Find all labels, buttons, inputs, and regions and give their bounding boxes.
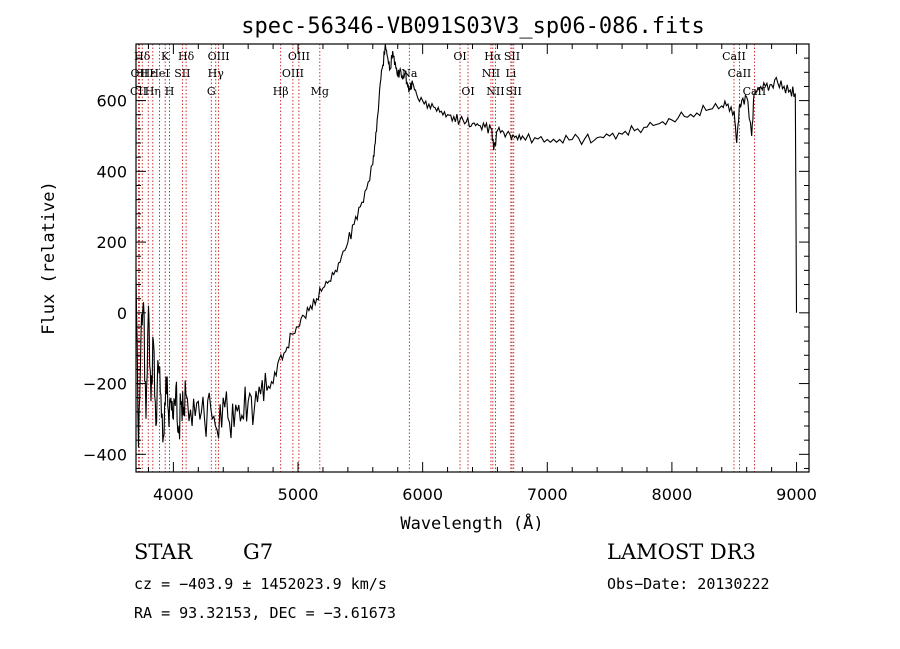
x-tick-label: 6000 bbox=[402, 485, 443, 504]
line-marker-label: OII bbox=[131, 67, 149, 80]
line-marker-label: OIII bbox=[288, 50, 310, 63]
line-marker-label: SII bbox=[504, 50, 520, 63]
line-marker-label: HeI bbox=[149, 67, 169, 80]
line-marker-label: Hβ bbox=[273, 85, 289, 98]
line-marker-label: Hε bbox=[141, 67, 157, 80]
line-marker-label: SII bbox=[174, 67, 190, 80]
y-axis-label: Flux (relative) bbox=[39, 181, 59, 335]
emission-line-markers: Hδ OII CII Hε Hη K HeI H SII Hδ OIII Hγ G OIII OIII Hβ M… bbox=[130, 44, 766, 472]
line-marker-label: Hδ bbox=[178, 50, 195, 63]
line-marker-label: OIII bbox=[282, 67, 304, 80]
axis-ticks: 4000 5000 6000 7000 8000 9000 −400 −200 0 200 400 6… bbox=[83, 43, 817, 504]
plot-frame bbox=[135, 43, 810, 473]
line-marker-label: G bbox=[207, 85, 216, 98]
y-tick-label: −200 bbox=[83, 375, 127, 394]
x-axis-label: Wavelength (Å) bbox=[400, 512, 543, 534]
y-tick-label: −400 bbox=[83, 445, 127, 464]
x-tick-label: 5000 bbox=[278, 485, 319, 504]
y-tick-label: 0 bbox=[117, 304, 127, 323]
line-marker-label: NII bbox=[482, 67, 500, 80]
x-tick-label: 8000 bbox=[652, 485, 693, 504]
line-marker-label: Hγ bbox=[208, 67, 225, 80]
line-marker-label: Hη bbox=[145, 85, 161, 98]
line-marker-label: CII bbox=[130, 85, 147, 98]
line-marker-label: OI bbox=[453, 50, 466, 63]
survey-name: LAMOST DR3 bbox=[607, 540, 756, 564]
chart-title: spec-56346-VB091S03V3_sp06-086.fits bbox=[241, 14, 705, 39]
line-marker-label: CaII bbox=[728, 67, 752, 80]
x-tick-label: 7000 bbox=[527, 485, 568, 504]
line-marker-label: OIII bbox=[208, 50, 230, 63]
line-marker-label: OI bbox=[461, 85, 474, 98]
observation-date: Obs−Date: 20130222 bbox=[607, 575, 770, 593]
redshift-velocity: cz = −403.9 ± 1452023.9 km/s bbox=[134, 575, 387, 593]
x-tick-label: 4000 bbox=[153, 485, 194, 504]
line-marker-label: Hα bbox=[484, 50, 502, 63]
y-tick-label: 400 bbox=[96, 162, 127, 181]
object-subclass: G7 bbox=[243, 540, 274, 564]
y-tick-label: 600 bbox=[96, 92, 127, 111]
line-marker-label: K bbox=[161, 50, 170, 63]
line-marker-label: Hδ bbox=[134, 50, 151, 63]
line-marker-label: Na bbox=[401, 67, 418, 80]
object-class: STAR bbox=[134, 540, 193, 564]
line-marker-label: CaII bbox=[722, 50, 746, 63]
line-marker-label: Mg bbox=[311, 85, 329, 98]
line-marker-label: H bbox=[165, 85, 175, 98]
spectrum-series-line bbox=[135, 43, 798, 448]
line-marker-label: NII bbox=[486, 85, 504, 98]
x-tick-label: 9000 bbox=[776, 485, 817, 504]
line-marker-label: Li bbox=[505, 67, 516, 80]
y-tick-label: 200 bbox=[96, 233, 127, 252]
coordinates: RA = 93.32153, DEC = −3.61673 bbox=[134, 604, 396, 622]
line-marker-label: SII bbox=[506, 85, 522, 98]
